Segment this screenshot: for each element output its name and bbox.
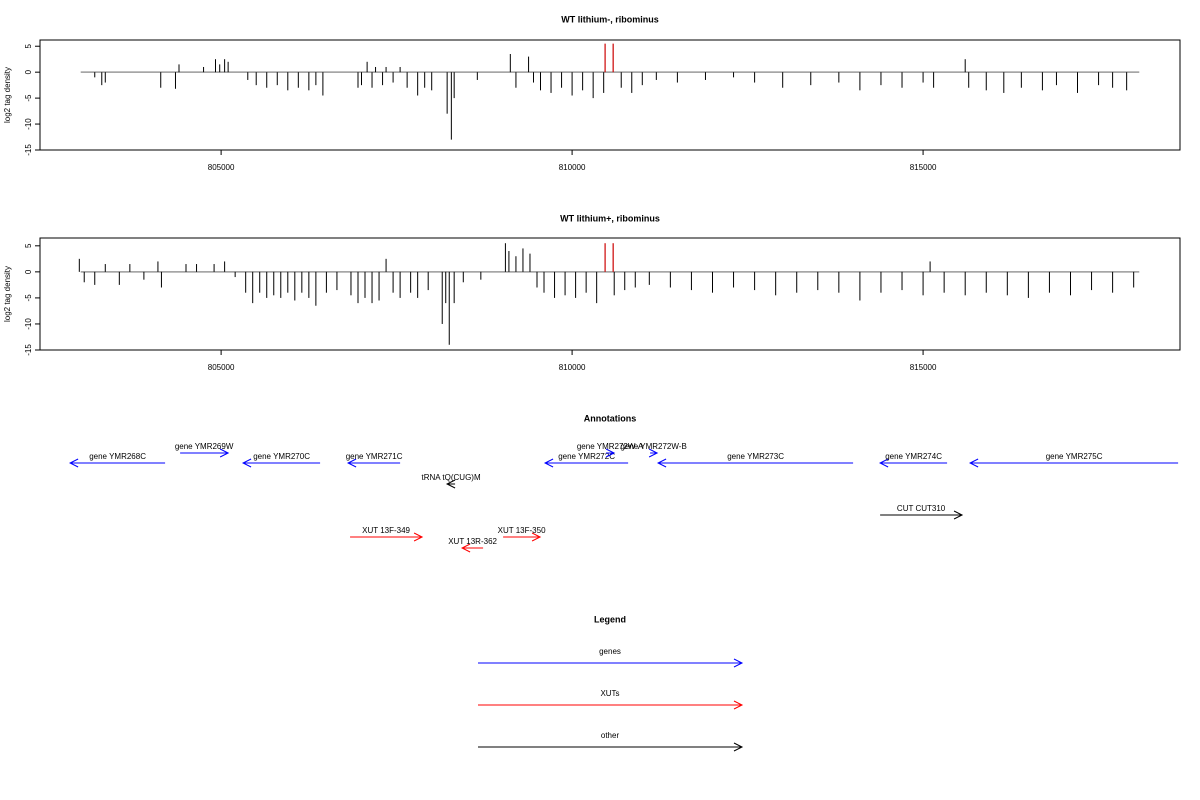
- feature-arrow-head: [68, 458, 79, 468]
- y-tick-label: 0: [24, 269, 33, 274]
- feature-arrow-head: [346, 458, 357, 468]
- feature-label: gene YMR274C: [885, 452, 942, 461]
- y-axis-label: log2 tag density: [3, 266, 12, 322]
- y-tick-label: 5: [24, 243, 33, 248]
- feature-arrow-head: [413, 532, 424, 542]
- x-tick-label: 810000: [559, 363, 586, 372]
- feature-label: gene YMR269W: [175, 442, 234, 451]
- feature-label: gene YMR270C: [253, 452, 310, 461]
- feature-label: gene YMR272C: [558, 452, 615, 461]
- y-axis-label: log2 tag density: [3, 67, 12, 123]
- legend-label: genes: [599, 647, 621, 656]
- feature-arrow-head: [953, 510, 964, 520]
- feature-label: gene YMR271C: [346, 452, 403, 461]
- legend-arrow-head: [733, 700, 744, 710]
- legend-title: Legend: [594, 614, 626, 624]
- feature-label: XUT 13F-350: [498, 526, 546, 535]
- feature-arrow-head: [445, 479, 456, 489]
- y-tick-label: -5: [24, 294, 33, 302]
- panel-title: WT lithium-, ribominus: [561, 14, 659, 24]
- legend-label: XUTs: [600, 689, 619, 698]
- feature-label: tRNA tQ(CUG)M: [422, 473, 481, 482]
- feature-label: gene YMR268C: [89, 452, 146, 461]
- legend-label: other: [601, 731, 620, 740]
- feature-arrow-head: [219, 448, 230, 458]
- feature-label: gene YMR272W-A: [577, 442, 644, 451]
- legend-arrow-head: [733, 742, 744, 752]
- y-tick-label: 0: [24, 69, 33, 74]
- feature-arrow-head: [648, 448, 659, 458]
- panel-title: WT lithium+, ribominus: [560, 213, 660, 223]
- feature-arrow-head: [531, 532, 542, 542]
- y-tick-label: -10: [24, 318, 33, 330]
- plot-frame: [39, 237, 1181, 351]
- feature-arrow-head: [878, 458, 889, 468]
- feature-arrow-head: [968, 458, 979, 468]
- feature-arrow-head: [605, 448, 616, 458]
- feature-arrow-head: [460, 543, 471, 553]
- feature-arrow-head: [656, 458, 667, 468]
- y-tick-label: -15: [24, 144, 33, 156]
- plot-frame: [39, 39, 1181, 151]
- x-tick-label: 815000: [910, 363, 937, 372]
- feature-label: gene YMR273C: [727, 452, 784, 461]
- feature-arrow-head: [241, 458, 252, 468]
- x-tick-label: 815000: [910, 163, 937, 172]
- annotations-title: Annotations: [584, 413, 637, 423]
- feature-label: XUT 13R-362: [448, 537, 497, 546]
- y-tick-label: -10: [24, 118, 33, 130]
- x-tick-label: 805000: [208, 363, 235, 372]
- feature-label: CUT CUT310: [897, 504, 946, 513]
- y-tick-label: -5: [24, 94, 33, 102]
- feature-label: gene YMR272W-B: [620, 442, 686, 451]
- x-tick-label: 810000: [559, 163, 586, 172]
- feature-label: gene YMR275C: [1046, 452, 1103, 461]
- legend-arrow-head: [733, 658, 744, 668]
- feature-arrow-head: [543, 458, 554, 468]
- x-tick-label: 805000: [208, 163, 235, 172]
- y-tick-label: -15: [24, 344, 33, 356]
- feature-label: XUT 13F-349: [362, 526, 410, 535]
- y-tick-label: 5: [24, 43, 33, 48]
